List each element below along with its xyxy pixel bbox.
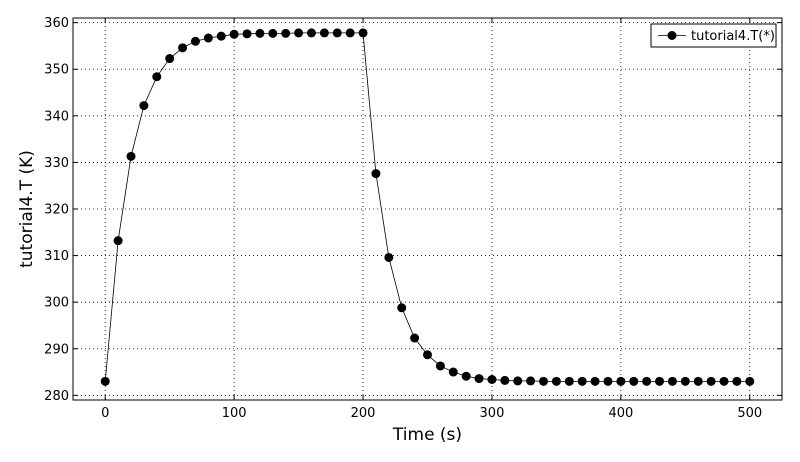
data-point: [693, 376, 703, 386]
data-point: [680, 376, 690, 386]
x-tick-label: 100: [222, 406, 247, 421]
data-point: [268, 28, 278, 38]
data-point: [667, 376, 677, 386]
data-point: [526, 376, 536, 386]
y-tick-label: 360: [44, 16, 69, 31]
data-point: [474, 374, 484, 384]
data-point: [551, 376, 561, 386]
data-point: [255, 28, 265, 38]
data-point: [539, 376, 549, 386]
data-point: [397, 303, 407, 313]
data-point: [242, 29, 252, 39]
x-tick-label: 500: [737, 406, 762, 421]
data-point: [281, 28, 291, 38]
data-point: [345, 28, 355, 38]
data-point: [306, 28, 316, 38]
data-point: [113, 236, 123, 246]
y-tick-label: 290: [44, 342, 69, 357]
data-point: [216, 31, 226, 41]
data-point: [190, 36, 200, 46]
data-point: [319, 28, 329, 38]
data-point: [229, 29, 239, 39]
data-point: [629, 376, 639, 386]
data-point: [203, 33, 213, 43]
x-tick-label: 0: [101, 406, 109, 421]
x-axis-label: Time (s): [392, 425, 462, 445]
data-point: [719, 376, 729, 386]
data-point: [100, 376, 110, 386]
data-point: [435, 361, 445, 371]
x-tick-label: 200: [351, 406, 376, 421]
y-tick-label: 300: [44, 296, 69, 311]
data-point: [332, 28, 342, 38]
data-point: [564, 376, 574, 386]
y-tick-label: 330: [44, 156, 69, 171]
data-point: [577, 376, 587, 386]
data-point: [487, 375, 497, 385]
legend-label: tutorial4.T(*): [691, 29, 775, 44]
data-point: [358, 28, 368, 38]
data-point: [371, 169, 381, 179]
y-tick-label: 340: [44, 109, 69, 124]
data-point: [410, 333, 420, 343]
data-point: [139, 101, 149, 111]
data-point: [655, 376, 665, 386]
legend: tutorial4.T(*): [650, 23, 777, 48]
data-point: [178, 43, 188, 53]
data-point: [745, 376, 755, 386]
data-point: [461, 371, 471, 381]
axis-ticks: 0 100 200 300 400 500 280 290 300 310 320 330 340 350…: [44, 16, 782, 421]
data-point: [590, 376, 600, 386]
legend-marker: [667, 31, 677, 40]
data-point: [513, 376, 523, 386]
data-point: [294, 28, 304, 38]
y-tick-label: 320: [44, 203, 69, 218]
y-tick-label: 350: [44, 63, 69, 78]
y-tick-label: 310: [44, 249, 69, 264]
data-point: [706, 376, 716, 386]
x-tick-label: 300: [480, 406, 505, 421]
data-point: [500, 375, 510, 385]
data-point: [642, 376, 652, 386]
data-point: [126, 151, 136, 161]
data-point: [423, 350, 432, 360]
y-axis-label: tutorial4.T (K): [17, 150, 37, 268]
legend-box: [650, 23, 777, 48]
data-point: [165, 54, 175, 64]
data-markers: [100, 28, 755, 386]
x-tick-label: 400: [608, 406, 633, 421]
data-point: [603, 376, 613, 386]
data-point: [384, 252, 394, 262]
y-tick-label: 280: [44, 389, 69, 404]
data-point: [616, 376, 626, 386]
data-point: [448, 367, 458, 377]
data-point: [152, 72, 162, 82]
data-point: [732, 376, 742, 386]
